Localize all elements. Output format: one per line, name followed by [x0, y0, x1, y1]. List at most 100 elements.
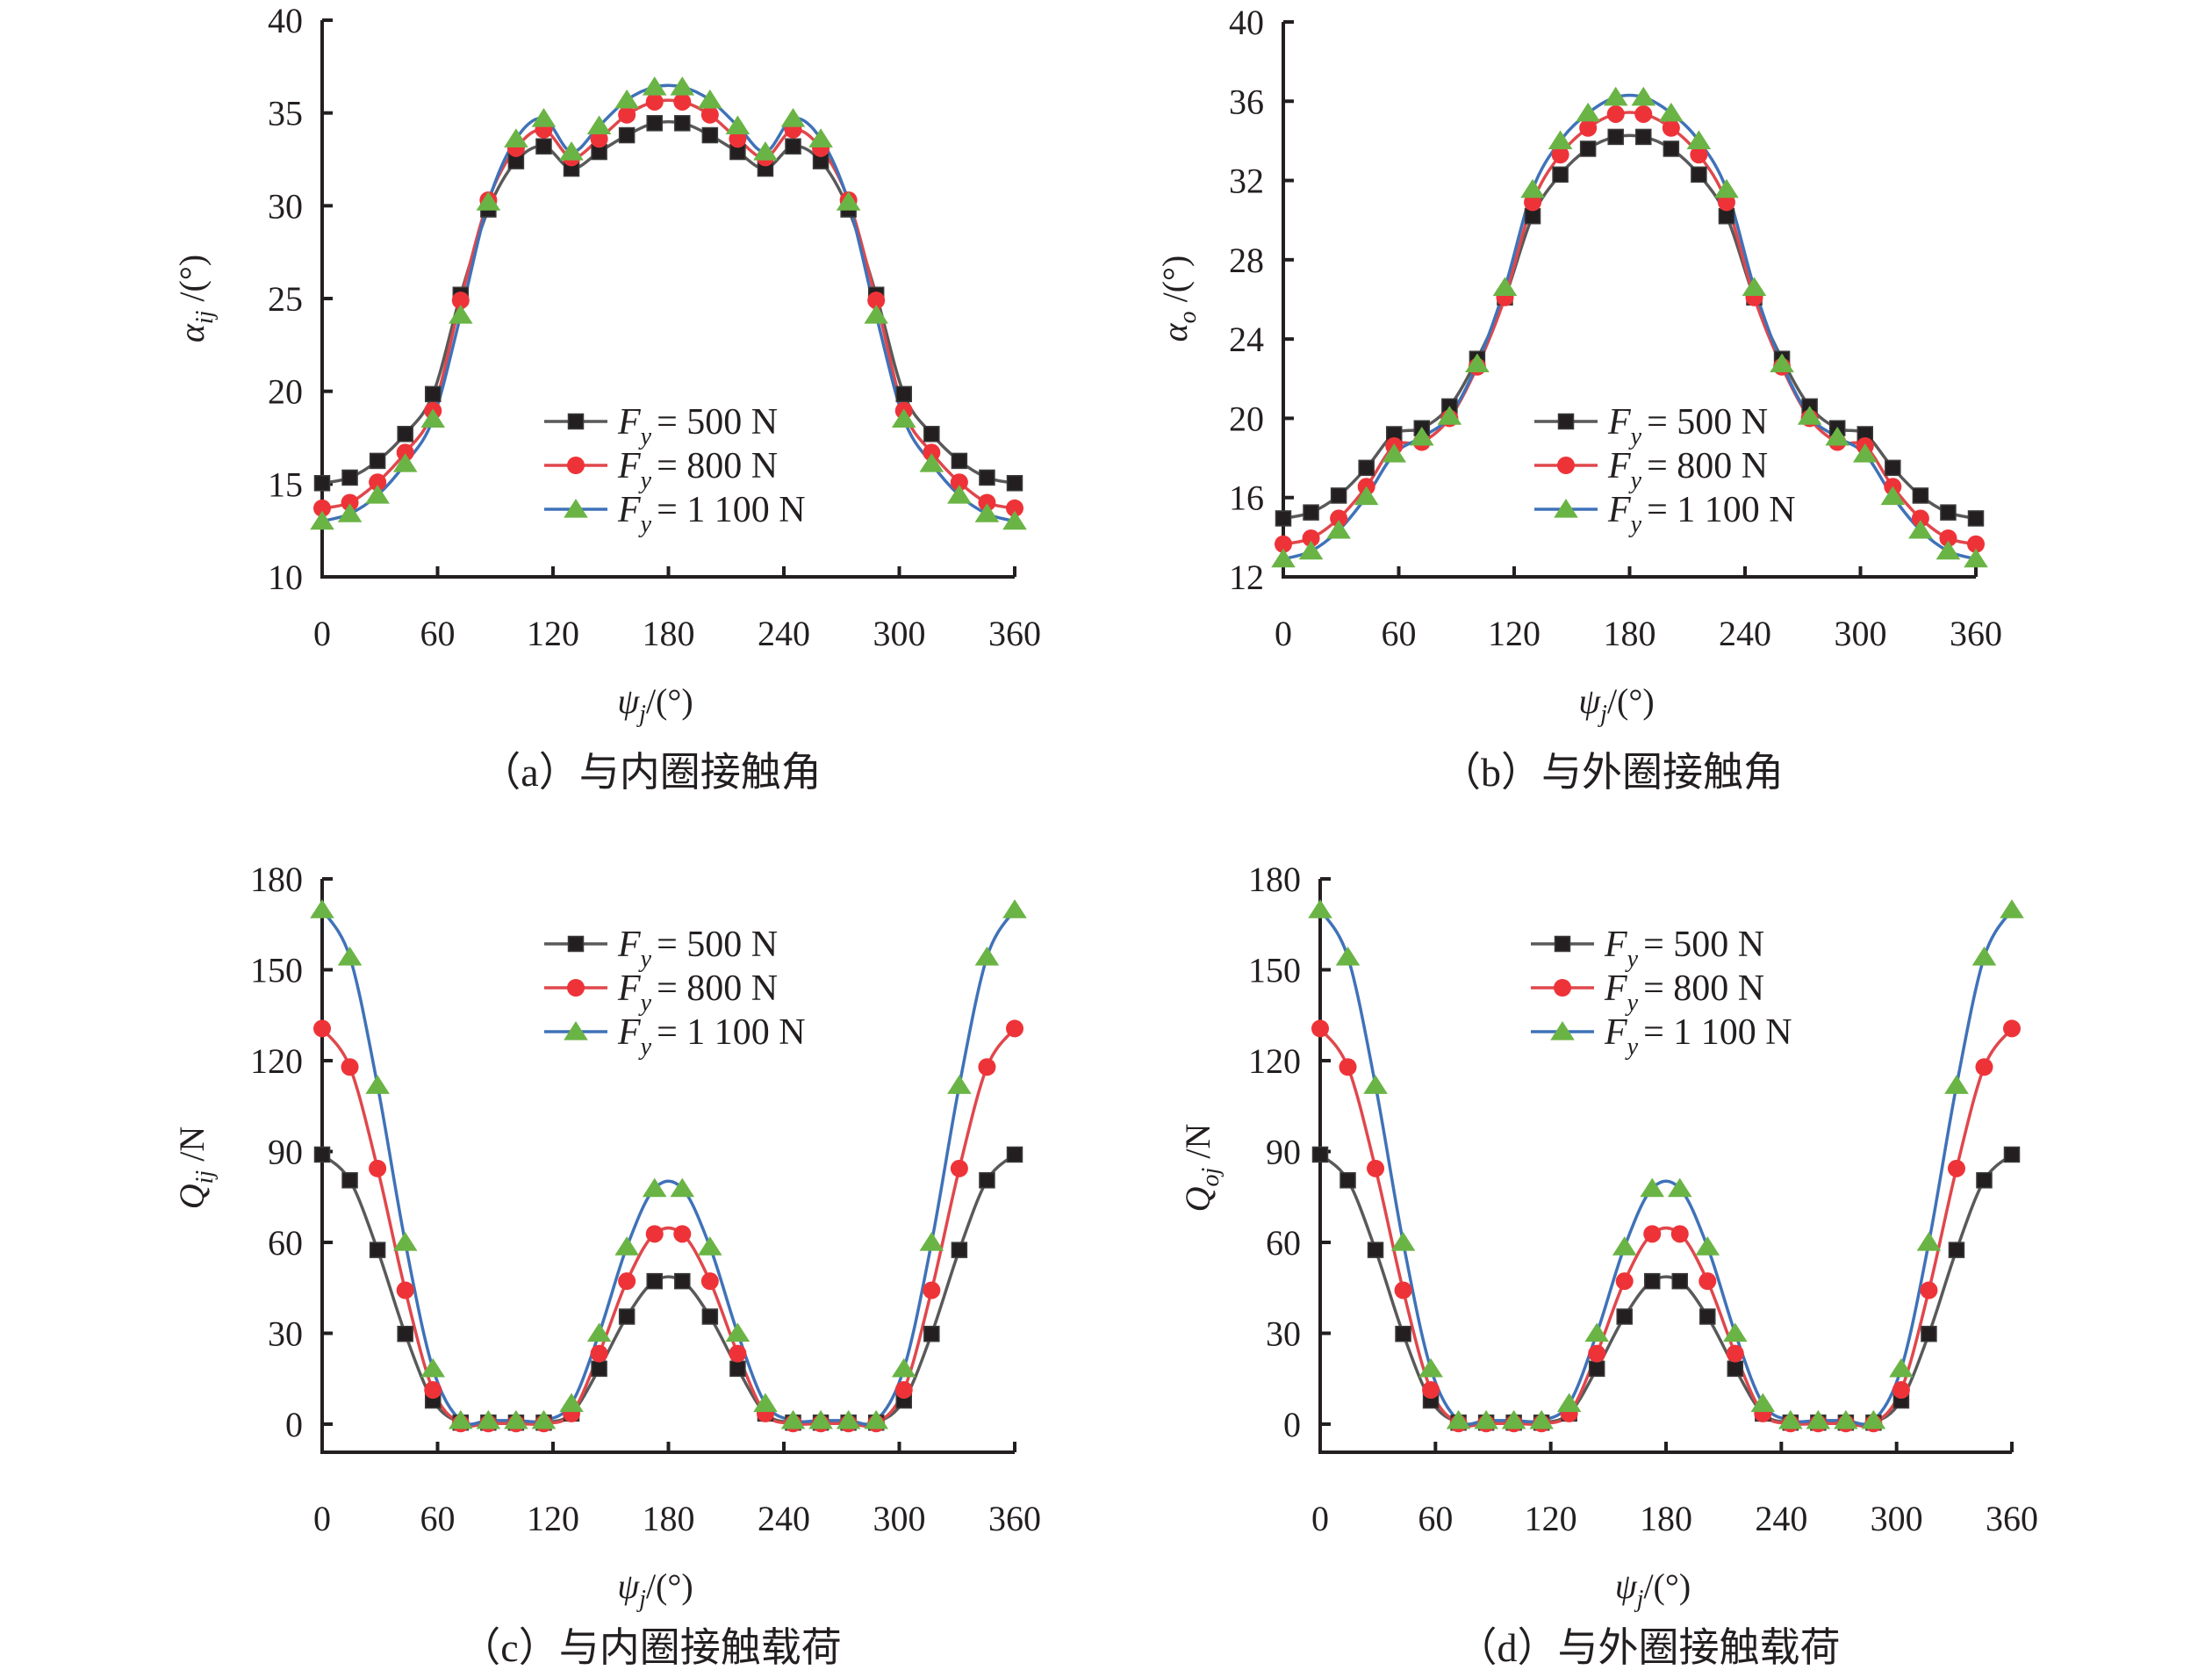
x-tick-label: 360: [988, 614, 1041, 653]
legend-marker-triangle: [564, 499, 588, 518]
data-point-square: [591, 1360, 607, 1378]
data-point-triangle: [1806, 1409, 1831, 1429]
data-point-circle: [1662, 119, 1680, 137]
y-tick-label: 36: [1229, 82, 1264, 121]
data-point-square: [1967, 510, 1985, 527]
data-point-circle: [1006, 1019, 1023, 1038]
data-point-circle: [700, 105, 719, 124]
data-point-triangle: [1326, 519, 1351, 539]
data-point-circle: [1311, 1019, 1329, 1038]
x-tick-label: 240: [1755, 1499, 1807, 1538]
data-point-triangle: [1889, 1357, 1914, 1378]
data-point-triangle: [614, 89, 639, 109]
data-point-triangle: [780, 1409, 806, 1429]
legend-value: = 1 100 N: [1647, 490, 1796, 530]
data-point-square: [1940, 504, 1957, 521]
data-point-triangle: [1390, 1232, 1416, 1251]
data-point-square: [535, 138, 552, 155]
legend-label: Fy = 500 N: [1604, 925, 1764, 973]
data-point-triangle: [1576, 102, 1600, 122]
data-point-square: [979, 469, 995, 486]
data-point-square: [729, 1360, 746, 1378]
y-tick-label: 60: [268, 1223, 303, 1263]
data-point-triangle: [670, 76, 695, 96]
y-tick-label: 180: [1248, 860, 1301, 899]
x-tick-label: 60: [1418, 1499, 1453, 1538]
data-point-triangle: [337, 503, 363, 522]
data-point-circle: [424, 1381, 442, 1400]
y-tick-label: 25: [268, 279, 303, 319]
data-point-triangle: [1631, 86, 1656, 106]
data-point-triangle: [531, 108, 557, 127]
x-tick-label: 120: [527, 1499, 579, 1538]
data-point-circle: [1302, 529, 1320, 547]
data-point-circle: [1726, 1344, 1744, 1363]
data-point-square: [1885, 459, 1901, 477]
data-point-triangle: [1944, 1075, 1969, 1094]
data-point-triangle: [1474, 1409, 1498, 1429]
data-point-triangle: [504, 128, 528, 148]
data-point-triangle: [1501, 1409, 1526, 1429]
data-point-triangle: [1529, 1409, 1554, 1429]
x-tick-label: 240: [1719, 614, 1771, 653]
data-point-square: [701, 1308, 719, 1325]
data-point-triangle: [891, 1357, 916, 1378]
data-point-square: [1588, 1360, 1605, 1378]
legend-subscript: y: [638, 990, 652, 1017]
data-point-square: [1976, 1172, 1993, 1189]
data-point-triangle: [1880, 486, 1906, 506]
data-point-triangle: [614, 1236, 639, 1256]
data-point-triangle: [1354, 486, 1379, 506]
data-point-circle: [729, 1344, 747, 1363]
x-tick-label: 180: [643, 614, 695, 653]
legend-symbol: F: [617, 1012, 641, 1053]
y-axis-title: Qij /N: [172, 1127, 219, 1209]
data-point-triangle: [1778, 1409, 1803, 1429]
legend-value: = 1 100 N: [657, 490, 806, 530]
data-point-circle: [1643, 1225, 1662, 1243]
chart-panel-d: 0 30 60 90 120 150 180 0 60 120 180 240 300 360 ψj/(°)…: [1178, 860, 2038, 1670]
legend-label: Fy = 1 100 N: [1604, 1012, 1792, 1061]
data-point-triangle: [698, 1236, 722, 1256]
data-point-square: [951, 1242, 968, 1258]
data-point-triangle: [1612, 1236, 1637, 1256]
legend-subscript: y: [1628, 511, 1642, 538]
data-point-triangle: [1861, 1409, 1886, 1429]
x-tick-label: 300: [1835, 614, 1887, 653]
data-point-triangle: [476, 191, 501, 211]
legend-label: Fy = 1 100 N: [617, 1012, 806, 1061]
legend-label: Fy = 1 100 N: [617, 490, 806, 538]
data-point-triangle: [1723, 1322, 1748, 1342]
data-point-triangle: [1695, 1236, 1720, 1256]
data-point-circle: [1394, 1281, 1412, 1299]
data-point-triangle: [725, 1322, 750, 1342]
series-line-circle: [320, 1027, 1016, 1428]
data-point-triangle: [753, 1393, 778, 1413]
data-point-square: [1552, 166, 1569, 184]
x-tick-label: 0: [1275, 614, 1292, 653]
subplot-caption: （a）与内圈接触角: [480, 750, 821, 795]
data-point-triangle: [1548, 130, 1573, 150]
legend-label: Fy = 500 N: [617, 925, 778, 973]
data-point-triangle: [1659, 102, 1684, 122]
data-point-triangle: [1335, 947, 1361, 966]
data-point-circle: [341, 493, 359, 512]
data-point-circle: [1275, 535, 1292, 553]
data-point-circle: [1698, 1272, 1717, 1291]
data-point-circle: [1975, 1058, 1993, 1076]
data-point-square: [1607, 128, 1624, 146]
series-line-circle: [1282, 111, 1977, 546]
axis-title-subscript: oj: [1197, 1167, 1224, 1186]
y-tick-label: 30: [268, 186, 303, 226]
data-point-triangle: [1492, 277, 1518, 297]
x-tick-label: 300: [873, 1499, 926, 1538]
data-point-triangle: [1964, 548, 1988, 568]
data-point-circle: [1422, 1381, 1440, 1400]
data-point-triangle: [891, 408, 916, 428]
data-point-circle: [1670, 1225, 1689, 1243]
data-point-circle: [341, 1058, 359, 1076]
legend-marker-square: [1554, 935, 1571, 953]
data-point-circle: [1579, 119, 1598, 137]
data-point-square: [1616, 1308, 1633, 1325]
data-point-square: [369, 1242, 386, 1258]
